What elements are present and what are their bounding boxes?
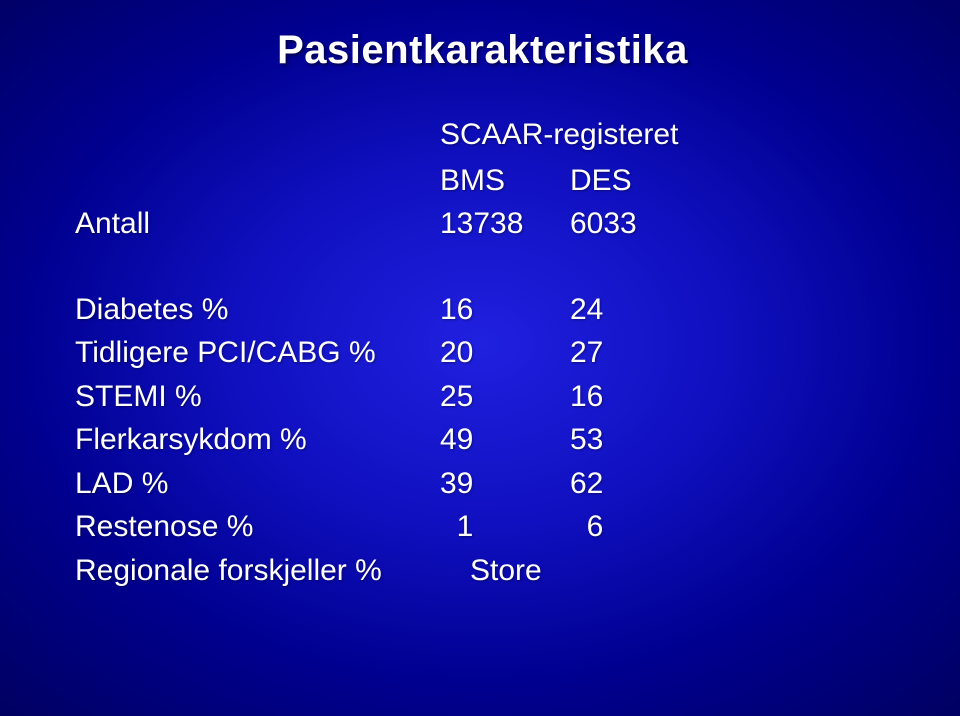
table: SCAAR-registeret BMS DES Antall 13738 60… <box>75 113 890 592</box>
val-stemi-bms: 25 <box>440 375 570 419</box>
val-lad-des: 62 <box>570 462 700 506</box>
label-antall: Antall <box>75 202 440 246</box>
val-pcicabg-bms: 20 <box>440 331 570 375</box>
val-flerkar-des: 53 <box>570 418 700 462</box>
label-pcicabg: Tidligere PCI/CABG % <box>75 331 440 375</box>
subheader-text: SCAAR-registeret <box>440 113 740 157</box>
label-diabetes: Diabetes % <box>75 288 440 332</box>
val-restenose-bms: 1 <box>440 505 570 549</box>
slide-title: Pasientkarakteristika <box>75 28 890 73</box>
row-diabetes: Diabetes % 16 24 <box>75 288 890 332</box>
row-pcicabg: Tidligere PCI/CABG % 20 27 <box>75 331 890 375</box>
slide: Pasientkarakteristika SCAAR-registeret B… <box>0 0 960 716</box>
val-regionale: Store <box>470 549 730 593</box>
label-lad: LAD % <box>75 462 440 506</box>
val-diabetes-bms: 16 <box>440 288 570 332</box>
val-antall-des: 6033 <box>570 202 700 246</box>
col-header-bms: BMS <box>440 159 570 203</box>
row-lad: LAD % 39 62 <box>75 462 890 506</box>
header-spacer <box>75 159 440 203</box>
label-flerkar: Flerkarsykdom % <box>75 418 440 462</box>
label-restenose: Restenose % <box>75 505 440 549</box>
val-restenose-des: 6 <box>570 505 700 549</box>
label-stemi: STEMI % <box>75 375 440 419</box>
row-restenose: Restenose % 1 6 <box>75 505 890 549</box>
row-stemi: STEMI % 25 16 <box>75 375 890 419</box>
val-antall-bms: 13738 <box>440 202 570 246</box>
val-pcicabg-des: 27 <box>570 331 700 375</box>
val-lad-bms: 39 <box>440 462 570 506</box>
spacer <box>75 246 890 288</box>
label-regionale: Regionale forskjeller % <box>75 549 470 593</box>
subheader-row: SCAAR-registeret <box>75 113 890 157</box>
row-antall: Antall 13738 6033 <box>75 202 890 246</box>
row-regionale: Regionale forskjeller % Store <box>75 549 890 593</box>
row-flerkar: Flerkarsykdom % 49 53 <box>75 418 890 462</box>
subheader-spacer <box>75 113 440 157</box>
val-flerkar-bms: 49 <box>440 418 570 462</box>
col-header-des: DES <box>570 159 700 203</box>
column-header-row: BMS DES <box>75 159 890 203</box>
val-stemi-des: 16 <box>570 375 700 419</box>
val-diabetes-des: 24 <box>570 288 700 332</box>
